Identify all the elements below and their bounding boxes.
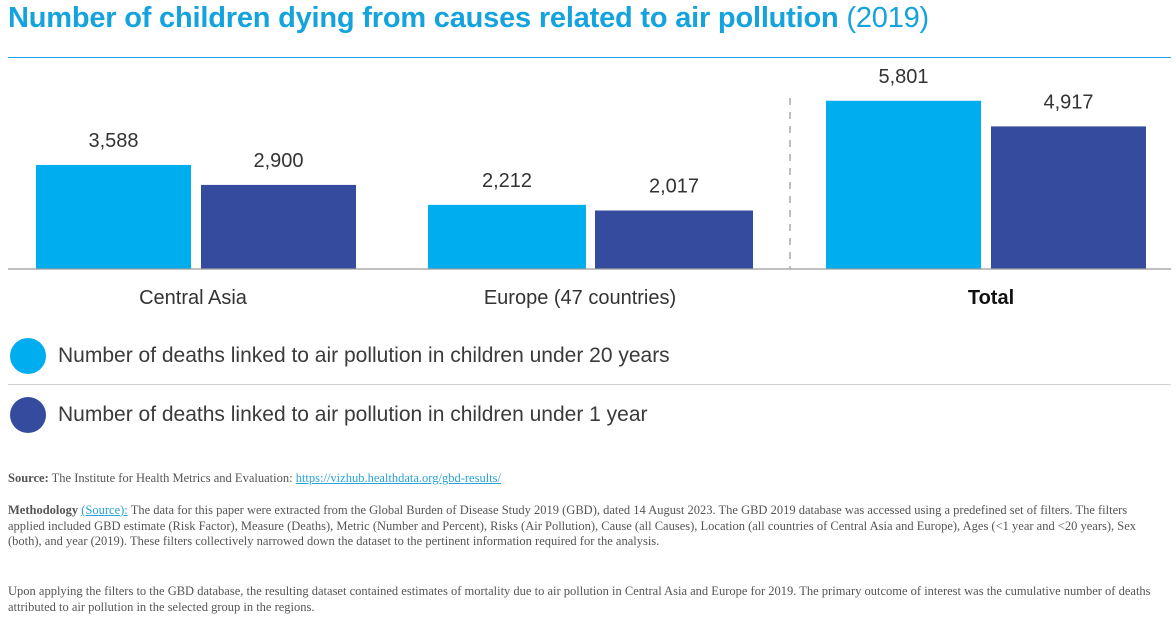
category-label-2: Total xyxy=(968,287,1014,309)
methodology-source-link[interactable]: (Source): xyxy=(81,503,128,517)
methodology-text: The data for this paper were extracted f… xyxy=(8,503,1137,548)
legend-item-under-20: Number of deaths linked to air pollution… xyxy=(10,336,670,376)
title-year: (2019) xyxy=(846,2,930,34)
source-note: Source: The Institute for Health Metrics… xyxy=(8,471,1158,487)
bar-under-1-2 xyxy=(991,126,1146,269)
bar-chart: 3,588 2,900 Central Asia 2,212 2,017 Europe (… xyxy=(8,66,1171,309)
bar-under-1-1 xyxy=(595,210,753,269)
source-label: Source: xyxy=(8,471,49,485)
title-divider xyxy=(8,57,1171,58)
bar-under-20-2 xyxy=(826,100,981,269)
value-label-under-1-0: 2,900 xyxy=(253,150,303,172)
value-label-under-20-2: 5,801 xyxy=(878,66,928,88)
legend-swatch-under-20 xyxy=(10,338,46,374)
methodology-label: Methodology xyxy=(8,503,79,517)
source-text: The Institute for Health Metrics and Eva… xyxy=(51,471,293,485)
chart-title: Number of children dying from causes rel… xyxy=(8,2,929,35)
legend-label-under-20: Number of deaths linked to air pollution… xyxy=(58,344,670,367)
legend-swatch-under-1 xyxy=(10,397,46,433)
methodology-note: Methodology (Source): The data for this … xyxy=(8,503,1158,550)
bar-under-20-1 xyxy=(428,204,586,269)
outcome-note: Upon applying the filters to the GBD dat… xyxy=(8,584,1151,614)
legend-divider xyxy=(8,384,1171,385)
category-label-0: Central Asia xyxy=(139,287,248,309)
value-label-under-1-2: 4,917 xyxy=(1043,91,1093,113)
value-label-under-20-0: 3,588 xyxy=(88,130,138,152)
legend-label-under-1: Number of deaths linked to air pollution… xyxy=(58,403,648,426)
value-label-under-1-1: 2,017 xyxy=(649,176,699,198)
value-label-under-20-1: 2,212 xyxy=(482,170,532,192)
bar-under-20-0 xyxy=(36,164,191,269)
bar-under-1-0 xyxy=(201,184,356,269)
legend-item-under-1: Number of deaths linked to air pollution… xyxy=(10,395,648,435)
category-label-1: Europe (47 countries) xyxy=(484,287,676,309)
source-link[interactable]: https://vizhub.healthdata.org/gbd-result… xyxy=(295,471,501,485)
title-main: Number of children dying from causes rel… xyxy=(8,2,839,34)
